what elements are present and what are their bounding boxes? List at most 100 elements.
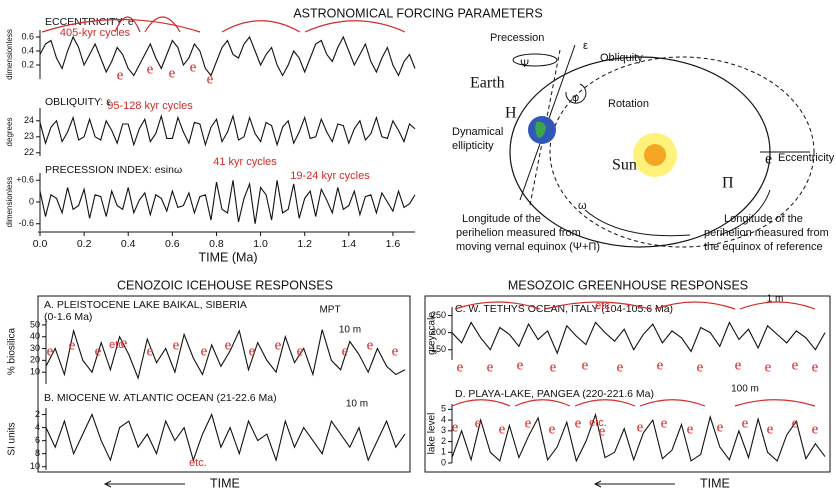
y-tick-label: 6 bbox=[35, 435, 40, 445]
y-tick-label: 0.4 bbox=[21, 45, 34, 55]
y-tick-label: 2 bbox=[441, 436, 446, 446]
annotation: 19-24 kyr cycles bbox=[290, 170, 370, 182]
y-axis-label: greyscale bbox=[427, 312, 438, 355]
y-tick-label: 3 bbox=[441, 425, 446, 435]
annotation: etc. bbox=[109, 339, 127, 351]
cycle-label: e bbox=[765, 359, 772, 375]
cycle-label: e bbox=[767, 421, 774, 437]
annotation: 1 m bbox=[767, 294, 784, 305]
y-tick-label: 5 bbox=[441, 404, 446, 414]
cycle-label: e bbox=[687, 421, 694, 437]
y-tick-label: 23 bbox=[24, 131, 34, 141]
diagram-label: H bbox=[505, 105, 517, 122]
panel-title: C. W. TETHYS OCEAN, ITALY (104-105.6 Ma) bbox=[455, 303, 673, 315]
y-tick-label: 0 bbox=[441, 457, 446, 467]
cycle-label: e bbox=[69, 337, 76, 353]
omega-arc bbox=[584, 209, 691, 237]
cycle-label: e bbox=[452, 419, 459, 435]
annotation: 10 m bbox=[346, 399, 368, 410]
cycle-label: e bbox=[550, 359, 557, 375]
x-tick-label: 1.2 bbox=[297, 238, 312, 250]
diagram-label: Obliquity bbox=[600, 52, 643, 64]
earth-land bbox=[535, 121, 546, 138]
cycle-label: e bbox=[121, 335, 128, 351]
cycle-arc bbox=[544, 301, 651, 310]
cycle-label: e bbox=[225, 337, 232, 353]
y-tick-label: 24 bbox=[24, 115, 34, 125]
cycle-label: e bbox=[517, 357, 524, 373]
cycle-label: e bbox=[792, 415, 799, 431]
y-tick-label: -0.6 bbox=[18, 218, 34, 228]
chart: TIME (Ma)0.0 0.2 0.4 0.6 0.8 1.0 1.2 1.4 1.6ECCE… bbox=[5, 16, 416, 264]
annotation: 41 kyr cycles bbox=[213, 156, 277, 168]
cycle-label: e bbox=[792, 357, 799, 373]
cycle-label: e bbox=[812, 359, 819, 375]
y-tick-label: 250 bbox=[431, 310, 446, 320]
diagram-label: perihelion measured from bbox=[704, 227, 829, 239]
cycle-arc bbox=[451, 399, 511, 407]
cycle-label: e bbox=[275, 337, 282, 353]
cycle-label: e bbox=[657, 357, 664, 373]
cycle-label: e bbox=[249, 343, 256, 359]
diagram-label: Eccentricity bbox=[778, 152, 835, 164]
signal-line bbox=[45, 328, 406, 380]
cycle-label: e bbox=[392, 343, 399, 359]
cycle-label: e bbox=[457, 359, 464, 375]
diagram-label: Longitude of the bbox=[462, 213, 541, 225]
diagram-label: Precession bbox=[490, 32, 544, 44]
cycle-arc bbox=[654, 301, 736, 310]
cycle-label: e bbox=[661, 415, 668, 431]
chart: MESOZOIC GREENHOUSE RESPONSES TIME C. W. T… bbox=[427, 278, 826, 490]
rotation-arrow bbox=[565, 83, 587, 104]
cycle-label: e bbox=[582, 357, 589, 373]
cycle-label: e bbox=[575, 415, 582, 431]
y-tick-label: 10 bbox=[30, 461, 40, 471]
x-axis-label: TIME bbox=[210, 476, 240, 490]
panel-title: PRECESSION INDEX: esinω bbox=[45, 164, 182, 176]
diagram-label: ε bbox=[583, 40, 588, 52]
diagram-label: Longitude of the bbox=[724, 213, 803, 225]
annotation: etc. bbox=[589, 417, 607, 429]
cycle-label: e bbox=[525, 415, 532, 431]
y-axis-label: dimensionless bbox=[5, 29, 14, 80]
cycle-label: e bbox=[499, 421, 506, 437]
y-tick-label: 4 bbox=[35, 422, 40, 432]
diagram-label: the equinox of reference bbox=[704, 241, 823, 253]
y-tick-label: 40 bbox=[30, 331, 40, 341]
cycle-label: e bbox=[717, 419, 724, 435]
cycle-label: e bbox=[637, 419, 644, 435]
sun-core bbox=[644, 144, 666, 166]
y-tick-label: 30 bbox=[30, 343, 40, 353]
cenozoic-box bbox=[37, 295, 411, 473]
cycle-label: e bbox=[599, 423, 606, 439]
cycle-label: e bbox=[812, 421, 819, 437]
cycle-label: e bbox=[173, 337, 180, 353]
cycle-label: e bbox=[47, 343, 54, 359]
x-tick-label: 0.6 bbox=[165, 238, 180, 250]
diagram-label: Sun bbox=[612, 157, 637, 174]
y-tick-label: 150 bbox=[431, 344, 446, 354]
x-tick-label: 0.4 bbox=[121, 238, 136, 250]
cycle-arc bbox=[639, 399, 706, 407]
y-tick-label: 10 bbox=[30, 367, 40, 377]
cycle-arc bbox=[304, 20, 406, 33]
time-arrow bbox=[103, 480, 185, 488]
x-tick-label: 1.0 bbox=[253, 238, 268, 250]
diagram-label: ω bbox=[578, 200, 587, 212]
y-tick-label: 50 bbox=[30, 319, 40, 329]
section-heading: CENOZOIC ICEHOUSE RESPONSES bbox=[117, 278, 333, 292]
mesozoic-box bbox=[424, 295, 831, 473]
cycle-label: e bbox=[147, 61, 154, 77]
cycle-label: e bbox=[475, 415, 482, 431]
section-heading: MESOZOIC GREENHOUSE RESPONSES bbox=[508, 278, 748, 292]
diagram-label: φ bbox=[572, 92, 579, 104]
figure-title: ASTRONOMICAL FORCING PARAMETERS bbox=[293, 6, 542, 20]
y-axis-label: % biosilica bbox=[7, 327, 18, 375]
signal-line bbox=[45, 412, 406, 463]
annotation: etc. bbox=[189, 457, 207, 469]
diagram-label: perihelion measured from bbox=[456, 227, 581, 239]
annotation: 10 m bbox=[339, 325, 361, 336]
diagram-label: moving vernal equinox (Ψ+Π) bbox=[456, 241, 600, 253]
signal-line bbox=[39, 35, 416, 77]
